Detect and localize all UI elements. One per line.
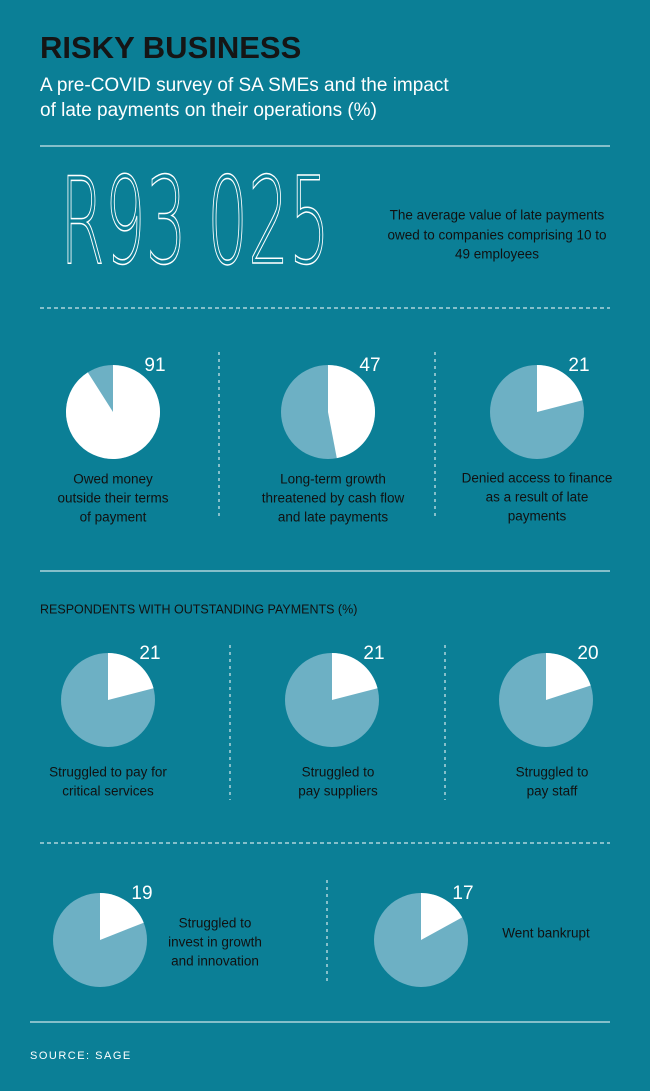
- pie-label: and late payments: [278, 510, 389, 525]
- value-label: 21: [139, 643, 160, 664]
- pie-label: payments: [508, 509, 567, 524]
- pie-slice: [546, 653, 591, 700]
- pie-slice: [66, 365, 160, 459]
- pie-label: threatened by cash flow: [262, 491, 405, 506]
- pie-slice: [421, 893, 463, 940]
- pie-label: outside their terms: [57, 491, 168, 506]
- pie-label: pay suppliers: [298, 784, 378, 799]
- pie-label: invest in growth: [168, 935, 262, 950]
- pie-label: Struggled to: [179, 916, 252, 931]
- value-label: 47: [359, 355, 380, 376]
- section-title: RESPONDENTS WITH OUTSTANDING PAYMENTS (%…: [40, 602, 357, 616]
- headline-description: 49 employees: [455, 247, 539, 262]
- pie-label: Struggled to pay for: [49, 765, 167, 780]
- pie-label: as a result of late: [486, 490, 589, 505]
- pie-label: Owed money: [73, 472, 153, 487]
- pie-slice: [108, 653, 154, 700]
- value-label: 21: [363, 643, 384, 664]
- pie-label: of payment: [80, 510, 147, 525]
- source: SOURCE: SAGE: [30, 1050, 132, 1062]
- title: RISKY BUSINESS: [40, 30, 301, 65]
- pie-label: Long-term growth: [280, 472, 386, 487]
- value-label: 21: [568, 355, 589, 376]
- pie-label: and innovation: [171, 954, 259, 969]
- pie-label: Struggled to: [302, 765, 375, 780]
- pie-label: Struggled to: [516, 765, 589, 780]
- subtitle: of late payments on their operations (%): [40, 100, 377, 121]
- value-label: 20: [577, 643, 598, 664]
- pie-label: pay staff: [527, 784, 578, 799]
- headline-description: owed to companies comprising 10 to: [387, 228, 606, 243]
- pie-label: Denied access to finance: [462, 471, 613, 486]
- value-label: 19: [131, 883, 152, 904]
- pie-label: Went bankrupt: [502, 926, 590, 941]
- subtitle: A pre-COVID survey of SA SMEs and the im…: [40, 75, 449, 96]
- headline-description: The average value of late payments: [390, 208, 605, 223]
- pie-slice: [332, 653, 378, 700]
- pie-slice: [328, 365, 375, 459]
- pie-slice: [100, 893, 144, 940]
- pie-slice: [537, 365, 583, 412]
- headline-value: R93 025: [60, 153, 330, 292]
- pie-label: critical services: [62, 784, 154, 799]
- value-label: 17: [452, 883, 473, 904]
- value-label: 91: [144, 355, 165, 376]
